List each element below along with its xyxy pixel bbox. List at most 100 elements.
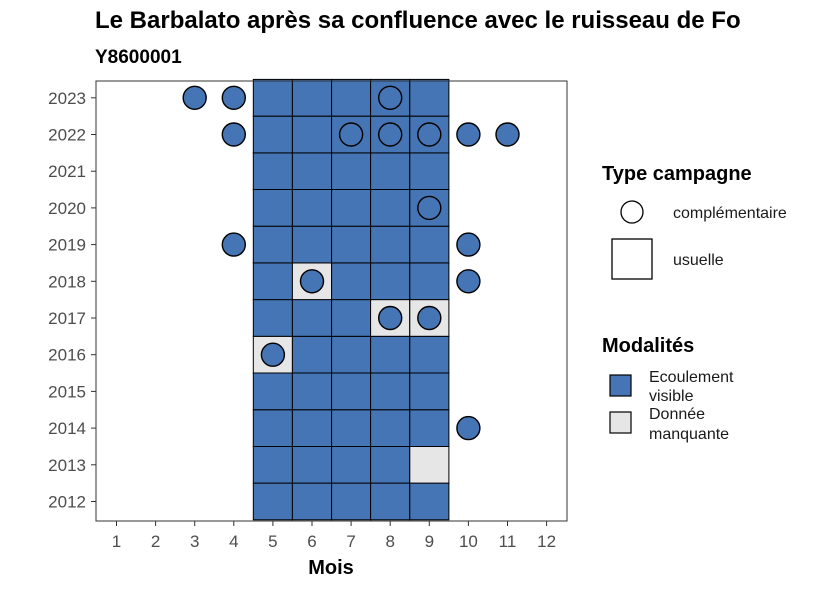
y-tick-label: 2020 (48, 199, 86, 218)
tile-2023-7 (331, 78, 372, 117)
point-2014-10 (456, 415, 481, 441)
tile-2019-8 (370, 225, 411, 264)
tile-2019-6 (291, 225, 332, 264)
x-tick-label: 5 (268, 532, 277, 551)
point-2019-10 (456, 232, 481, 257)
y-tick-label: 2016 (48, 346, 86, 365)
tile-2016-7 (331, 335, 372, 374)
x-axis: 1 2 3 4 5 6 7 8 9 10 11 12 (112, 521, 556, 551)
point-2023-4 (221, 85, 247, 111)
tile-2014-5 (252, 409, 293, 447)
tile-2016-6 (291, 335, 332, 374)
legend-type-title: Type campagne (602, 163, 752, 185)
tile-2013-5 (252, 445, 293, 484)
point-2023-3 (182, 85, 207, 111)
legend-swatch-ecoulement (609, 374, 632, 397)
point-layer (182, 85, 520, 441)
tile-2018-5 (252, 262, 293, 301)
x-tick-label: 6 (307, 532, 316, 551)
y-tick-label: 2013 (48, 456, 86, 475)
tile-2019-5 (252, 225, 293, 264)
legend-manquante-line2: manquante (649, 426, 729, 443)
tile-2016-9 (409, 335, 450, 374)
point-2023-8 (378, 85, 403, 111)
tile-2015-9 (409, 372, 450, 411)
y-tick-label: 2018 (48, 272, 86, 291)
point-2022-9 (417, 122, 442, 147)
point-2016-5 (260, 342, 286, 367)
tile-2012-6 (291, 482, 332, 521)
x-tick-label: 12 (537, 532, 556, 551)
tile-2021-9 (409, 152, 450, 191)
y-axis: 2012 2013 2014 2015 2016 2017 2018 2019 2020 2021… (48, 89, 96, 512)
chart-title: Le Barbalato après sa confluence avec le… (95, 7, 741, 34)
x-tick-label: 9 (425, 532, 434, 551)
tile-2017-6 (291, 299, 332, 337)
legend-modalites: Modalités Ecoulement visible Donnée manq… (602, 335, 734, 443)
tile-2016-8 (370, 335, 411, 374)
tile-2013-6 (291, 445, 332, 484)
tile-2018-8 (370, 262, 411, 301)
tile-2023-6 (291, 78, 332, 117)
legend-swatch-manquante (609, 411, 632, 434)
point-2022-10 (456, 122, 481, 147)
y-tick-label: 2021 (48, 162, 86, 181)
x-tick-label: 2 (151, 532, 160, 551)
x-tick-label: 7 (346, 532, 355, 551)
point-2019-4 (221, 232, 247, 257)
point-2018-6 (299, 269, 325, 294)
legend-ecoulement-line2: visible (649, 388, 694, 405)
tile-2021-8 (370, 152, 411, 191)
chart-subtitle: Y8600001 (95, 47, 182, 68)
tile-2023-9 (409, 78, 450, 117)
x-tick-label: 4 (229, 532, 238, 551)
tile-2022-5 (252, 115, 293, 154)
point-2022-8 (378, 122, 403, 147)
tile-2012-5 (252, 482, 293, 521)
tile-2018-9 (409, 262, 450, 301)
tile-2020-5 (252, 189, 293, 227)
x-tick-label: 3 (190, 532, 199, 551)
tile-2017-7 (331, 299, 372, 337)
legend-circle-symbol (620, 200, 644, 224)
x-tick-label: 10 (459, 532, 478, 551)
tile-2012-7 (331, 482, 372, 521)
tile-2015-7 (331, 372, 372, 411)
tile-2020-6 (291, 189, 332, 227)
legend-type-campagne: Type campagne complémentaire usuelle (602, 163, 787, 280)
y-tick-label: 2017 (48, 309, 86, 328)
tile-2014-9 (409, 409, 450, 447)
x-axis-title: Mois (308, 557, 354, 579)
y-tick-label: 2019 (48, 236, 86, 255)
legend-manquante-line1: Donnée (649, 406, 705, 423)
tile-2021-5 (252, 152, 293, 191)
tile-2022-6 (291, 115, 332, 154)
y-tick-label: 2023 (48, 89, 86, 108)
point-2017-8 (378, 305, 403, 331)
tile-2013-8 (370, 445, 411, 484)
tile-2013-9 (409, 445, 450, 484)
legend-square-symbol (611, 238, 653, 280)
x-tick-label: 8 (385, 532, 394, 551)
legend-modalites-title: Modalités (602, 335, 694, 357)
tile-2014-6 (291, 409, 332, 447)
tile-2023-5 (252, 78, 293, 117)
y-tick-label: 2014 (48, 419, 86, 438)
tile-2021-7 (331, 152, 372, 191)
point-2018-10 (456, 269, 481, 294)
y-tick-label: 2022 (48, 126, 86, 145)
tile-2013-7 (331, 445, 372, 484)
tile-2015-8 (370, 372, 411, 411)
tile-2021-6 (291, 152, 332, 191)
tile-2012-9 (409, 482, 450, 521)
point-2022-11 (495, 122, 520, 147)
tile-2014-7 (331, 409, 372, 447)
x-tick-label: 11 (499, 532, 517, 551)
plot-border (95, 80, 568, 522)
legend-usuelle-label: usuelle (673, 252, 724, 269)
tile-2015-5 (252, 372, 293, 411)
tile-layer (252, 78, 450, 521)
tile-2018-7 (331, 262, 372, 301)
legend-complementaire-label: complémentaire (673, 205, 787, 222)
point-2022-4 (221, 122, 247, 147)
